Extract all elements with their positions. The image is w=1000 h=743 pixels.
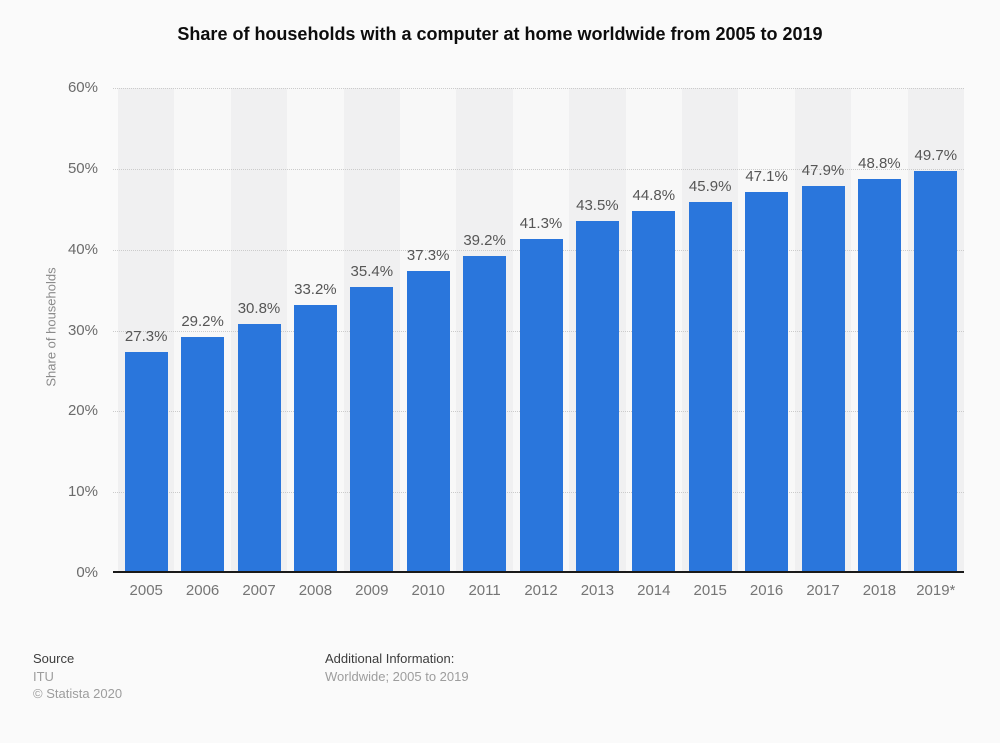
bar-value-label: 47.9% xyxy=(801,162,845,179)
plot-area: 27.3% 29.2% 30.8% 33.2% 35.4% 37.3% 39.2% 41.3%… xyxy=(113,88,964,573)
bar-value-label: 33.2% xyxy=(294,281,337,298)
x-axis-line xyxy=(113,571,964,573)
bar-2013 xyxy=(575,221,619,573)
bar-value-label: 49.7% xyxy=(914,147,958,164)
bar-value-label: 43.5% xyxy=(576,197,619,214)
bar-2005 xyxy=(124,352,168,573)
source-label: Source xyxy=(33,651,75,666)
x-tick-label: 2006 xyxy=(185,582,220,599)
copyright-notice: © Statista 2020 xyxy=(33,686,123,701)
bar-value-label: 37.3% xyxy=(406,247,450,264)
x-tick-label: 2011 xyxy=(468,582,501,599)
bar-2006 xyxy=(181,337,225,573)
x-tick-label: 2009 xyxy=(355,582,389,599)
x-tick-label: 2007 xyxy=(242,582,276,599)
bar-value-label: 27.3% xyxy=(124,328,168,345)
bar-2007 xyxy=(237,324,281,573)
bar-2016 xyxy=(745,192,789,573)
bar-value-label: 48.8% xyxy=(858,155,901,172)
x-tick-label: 2012 xyxy=(524,582,558,599)
bar-2012 xyxy=(519,239,563,573)
bar-2018 xyxy=(857,179,901,573)
bar-value-label: 44.8% xyxy=(632,187,676,204)
y-tick-label: 30% xyxy=(67,321,98,339)
bar-value-label: 41.3% xyxy=(519,215,563,232)
bar-value-label: 29.2% xyxy=(181,313,224,330)
x-tick-label: 2013 xyxy=(580,582,615,599)
bar-value-label: 35.4% xyxy=(350,263,394,280)
y-tick-label: 10% xyxy=(67,483,98,501)
bar-value-label: 39.2% xyxy=(463,232,506,249)
x-tick-label: 2014 xyxy=(637,582,671,599)
bar-2008 xyxy=(293,305,337,573)
bar-value-label: 30.8% xyxy=(237,300,281,317)
x-tick-label: 2010 xyxy=(411,582,445,599)
chart-title: Share of households with a computer at h… xyxy=(177,24,823,44)
bar-2015 xyxy=(688,202,732,573)
x-tick-label: 2019* xyxy=(916,582,956,599)
bar-2017 xyxy=(801,186,845,573)
y-tick-label: 0% xyxy=(76,564,98,581)
source-name: ITU xyxy=(33,669,54,684)
x-axis-tick-labels: 2005 2006 2007 2008 2009 2010 2011 2012 2013 2014… xyxy=(118,582,964,602)
y-axis-tick-labels: 0% 10% 20% 30% 40% 50% 60% xyxy=(40,79,98,581)
bar-2009 xyxy=(350,287,394,573)
additional-info-value: Worldwide; 2005 to 2019 xyxy=(325,669,469,684)
bar-value-label: 45.9% xyxy=(688,178,732,195)
y-tick-label: 20% xyxy=(67,402,98,420)
bar-2011 xyxy=(463,256,507,573)
y-tick-label: 60% xyxy=(67,79,98,96)
y-tick-label: 40% xyxy=(67,240,98,258)
additional-info-label: Additional Information: xyxy=(325,651,455,666)
gridline-50 xyxy=(113,168,964,170)
y-tick-label: 50% xyxy=(67,159,98,177)
bar-2014 xyxy=(632,211,676,573)
bar-2010 xyxy=(406,271,450,573)
x-tick-label: 2008 xyxy=(298,582,333,599)
x-tick-label: 2005 xyxy=(129,582,163,599)
bar-2019* xyxy=(914,171,958,573)
x-tick-label: 2017 xyxy=(806,582,840,599)
x-tick-label: 2018 xyxy=(862,582,897,599)
bar-value-label: 47.1% xyxy=(745,168,788,185)
x-tick-label: 2016 xyxy=(749,582,784,599)
x-tick-label: 2015 xyxy=(693,582,727,599)
gridline-60 xyxy=(113,88,964,89)
